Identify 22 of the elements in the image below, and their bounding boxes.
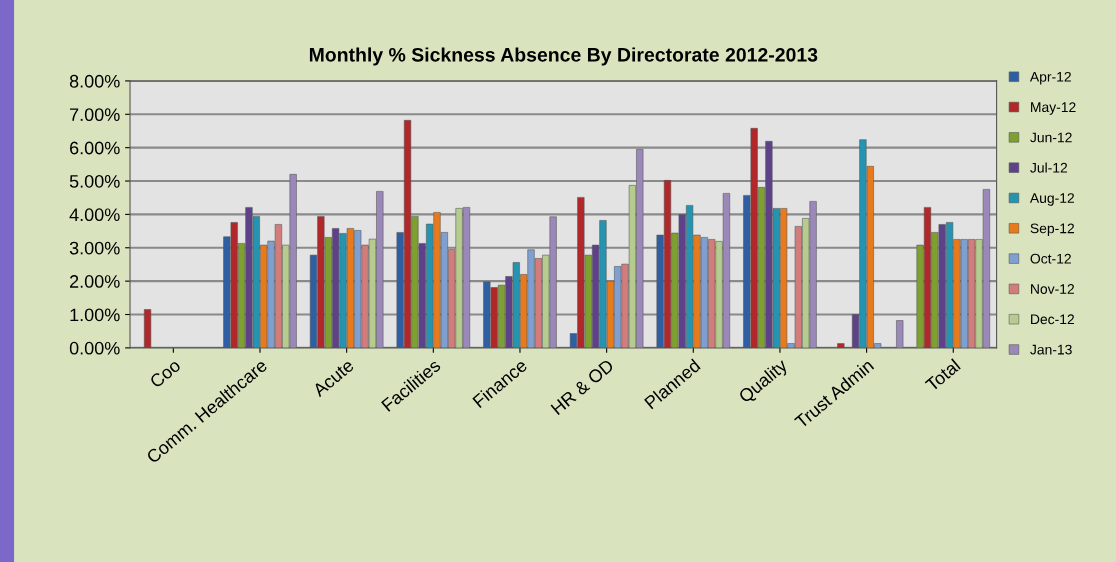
y-tick-label: 0.00% <box>69 341 120 355</box>
y-tick-label: 4.00% <box>69 208 120 222</box>
legend-label: Dec-12 <box>1031 314 1074 325</box>
x-tick-label: Coo <box>148 358 182 389</box>
y-tick-label: 2.00% <box>70 275 120 288</box>
legend-label: Sep-12 <box>1030 223 1075 237</box>
legend-label: May-12 <box>1031 102 1076 115</box>
legend-label: Oct-12 <box>1030 253 1071 264</box>
legend-label: Aug-12 <box>1029 193 1075 206</box>
legend-label: Apr-12 <box>1029 71 1071 85</box>
y-tick-label: 8.00% <box>69 74 120 88</box>
legend-label: Jan-13 <box>1030 344 1072 355</box>
y-tick-label: 3.00% <box>69 241 120 255</box>
chart-title: Monthly % Sickness Absence By Directorate 2012-2013 <box>309 47 818 66</box>
y-tick-label: 5.00% <box>69 174 120 188</box>
x-tick-label: HR & OD <box>550 358 615 416</box>
y-tick-label: 1.00% <box>70 308 120 322</box>
legend-label: Jul-12 <box>1030 162 1068 173</box>
y-tick-label: 7.00% <box>70 108 120 122</box>
legend-label: Jun-12 <box>1030 132 1072 143</box>
legend-label: Nov-12 <box>1031 284 1074 294</box>
y-tick-label: 6.00% <box>70 141 120 155</box>
